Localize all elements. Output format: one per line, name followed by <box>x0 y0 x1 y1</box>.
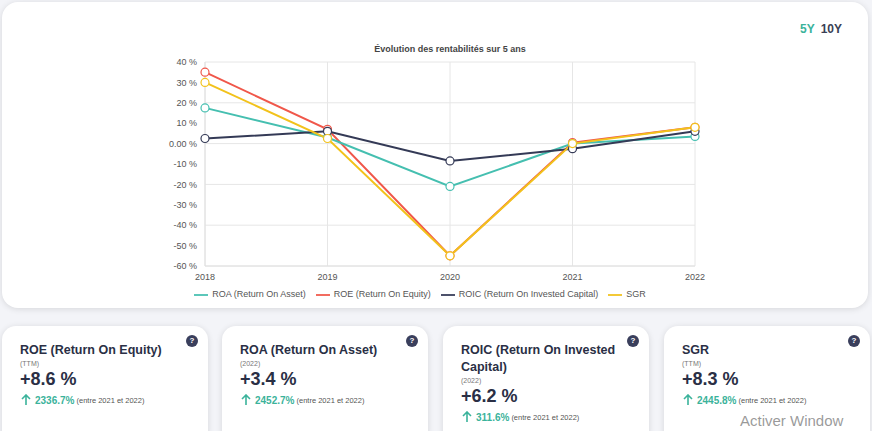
svg-text:2022: 2022 <box>685 272 705 282</box>
svg-text:2019: 2019 <box>317 272 337 282</box>
svg-text:2021: 2021 <box>562 272 582 282</box>
html-text:ROIC (Return On Invested Capit: ROIC (Return On Invested Capital) <box>458 289 599 300</box>
html-text:+6.2 %: +6.2 % <box>461 386 518 406</box>
svg-text:30 %: 30 % <box>176 78 197 88</box>
html-text:ROA (Return On Asset): ROA (Return On Asset) <box>212 289 306 300</box>
html-text:+8.6 %: +8.6 % <box>20 369 77 389</box>
html-text:2336.7%(entre 2021 et 2022): 2336.7%(entre 2021 et 2022) <box>35 394 145 406</box>
svg-text:-60 %: -60 % <box>173 261 197 271</box>
svg-text:-50 %: -50 % <box>173 241 197 251</box>
svg-text:0.00 %: 0.00 % <box>169 139 197 149</box>
html-text:(TTM): (TTM) <box>682 360 701 367</box>
html-text:SGR: SGR <box>626 289 646 300</box>
html-text:+8.3 %: +8.3 % <box>682 369 739 389</box>
html-text:Évolution des rentabilités sur: Évolution des rentabilités sur 5 ans <box>374 44 526 54</box>
svg-text:2018: 2018 <box>195 272 215 282</box>
html-text:+3.4 %: +3.4 % <box>240 369 297 389</box>
html-text:10Y: 10Y <box>820 22 842 36</box>
html-text:ROE (Return On Equity): ROE (Return On Equity) <box>333 289 431 300</box>
html-text:ROE (Return On Equity): ROE (Return On Equity) <box>20 343 162 357</box>
svg-text:20 %: 20 % <box>176 98 197 108</box>
html-text:(2022): (2022) <box>461 377 482 384</box>
svg-text:2020: 2020 <box>440 272 460 282</box>
html-text:2445.8%(entre 2021 et 2022): 2445.8%(entre 2021 et 2022) <box>697 394 807 406</box>
html-text:(TTM): (TTM) <box>20 360 39 367</box>
svg-text:-30 %: -30 % <box>173 200 197 210</box>
html-text:ROA (Return On Asset): ROA (Return On Asset) <box>240 343 378 357</box>
html-text:Activer Window: Activer Window <box>740 412 844 429</box>
html-text:311.6%(entre 2021 et 2022): 311.6%(entre 2021 et 2022) <box>476 411 580 423</box>
html-text:(2022): (2022) <box>240 360 261 367</box>
html-text:ROIC (Return On Invested Capit: ROIC (Return On Invested Capital) <box>461 343 616 374</box>
svg-text:-10 %: -10 % <box>173 159 197 169</box>
svg-text:10 %: 10 % <box>176 118 197 128</box>
svg-text:-40 %: -40 % <box>173 220 197 230</box>
html-text:SGR: SGR <box>682 343 710 357</box>
html-text:2452.7%(entre 2021 et 2022): 2452.7%(entre 2021 et 2022) <box>255 394 365 406</box>
html-text:5Y: 5Y <box>800 22 815 36</box>
svg-text:40 %: 40 % <box>176 57 197 67</box>
svg-text:-20 %: -20 % <box>173 180 197 190</box>
